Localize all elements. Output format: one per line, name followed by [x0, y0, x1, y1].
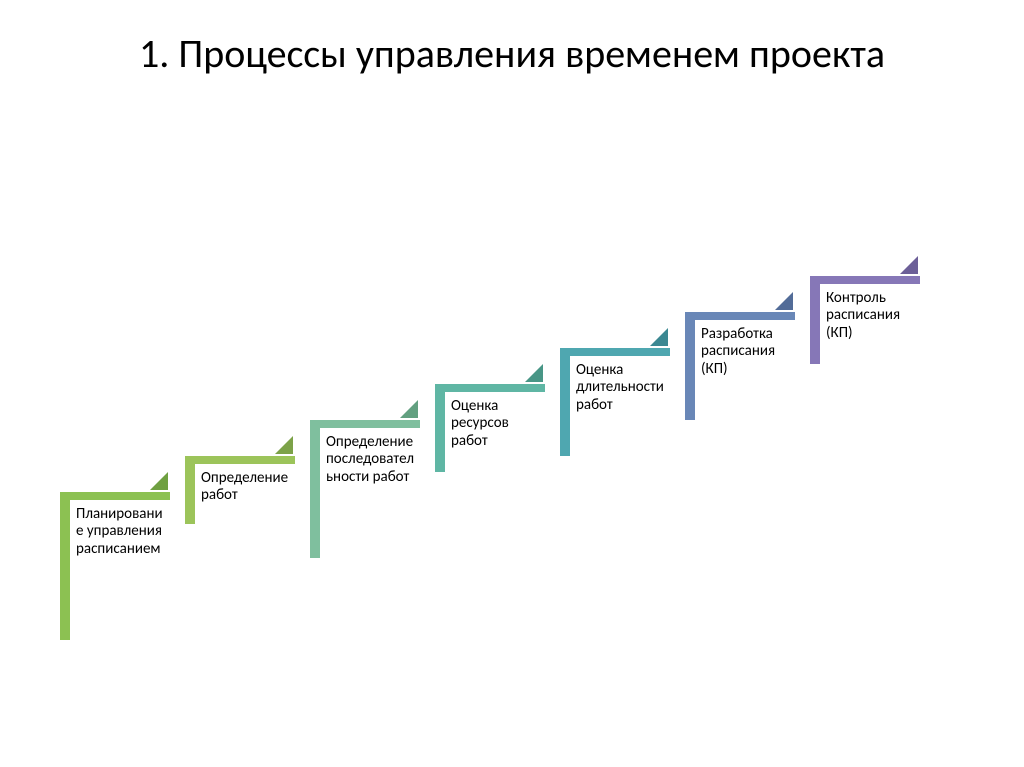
step-label: Оценка длительности работ: [576, 362, 666, 414]
step-arrow-icon: [525, 364, 543, 382]
step-vertical-bar: [185, 456, 195, 524]
slide: 1. Процессы управления временем проекта …: [0, 0, 1024, 767]
step-label: Контроль расписания (КП): [826, 290, 916, 342]
step-arrow-icon: [900, 256, 918, 274]
step-vertical-bar: [560, 348, 570, 456]
step-horizontal-bar: [185, 456, 295, 464]
step-horizontal-bar: [685, 312, 795, 320]
step-vertical-bar: [435, 384, 445, 472]
step-arrow-icon: [400, 400, 418, 418]
step-vertical-bar: [810, 276, 820, 364]
step-arrow-icon: [650, 328, 668, 346]
step-horizontal-bar: [435, 384, 545, 392]
step-horizontal-bar: [810, 276, 920, 284]
step-arrow-icon: [775, 292, 793, 310]
step-label: Разработка расписания (КП): [701, 326, 791, 378]
step-arrow-icon: [150, 472, 168, 490]
step-vertical-bar: [685, 312, 695, 420]
staircase-diagram: Планирование управления расписанием Опред…: [0, 0, 1024, 767]
step-horizontal-bar: [60, 492, 170, 500]
step-label: Оценка ресурсов работ: [451, 398, 541, 450]
step-vertical-bar: [60, 492, 70, 640]
step-vertical-bar: [310, 420, 320, 558]
step-arrow-icon: [275, 436, 293, 454]
step-label: Планирование управления расписанием: [76, 506, 166, 558]
step-label: Определение работ: [201, 470, 291, 505]
step-horizontal-bar: [310, 420, 420, 428]
step-horizontal-bar: [560, 348, 670, 356]
step-label: Определение последовательности работ: [326, 434, 416, 486]
